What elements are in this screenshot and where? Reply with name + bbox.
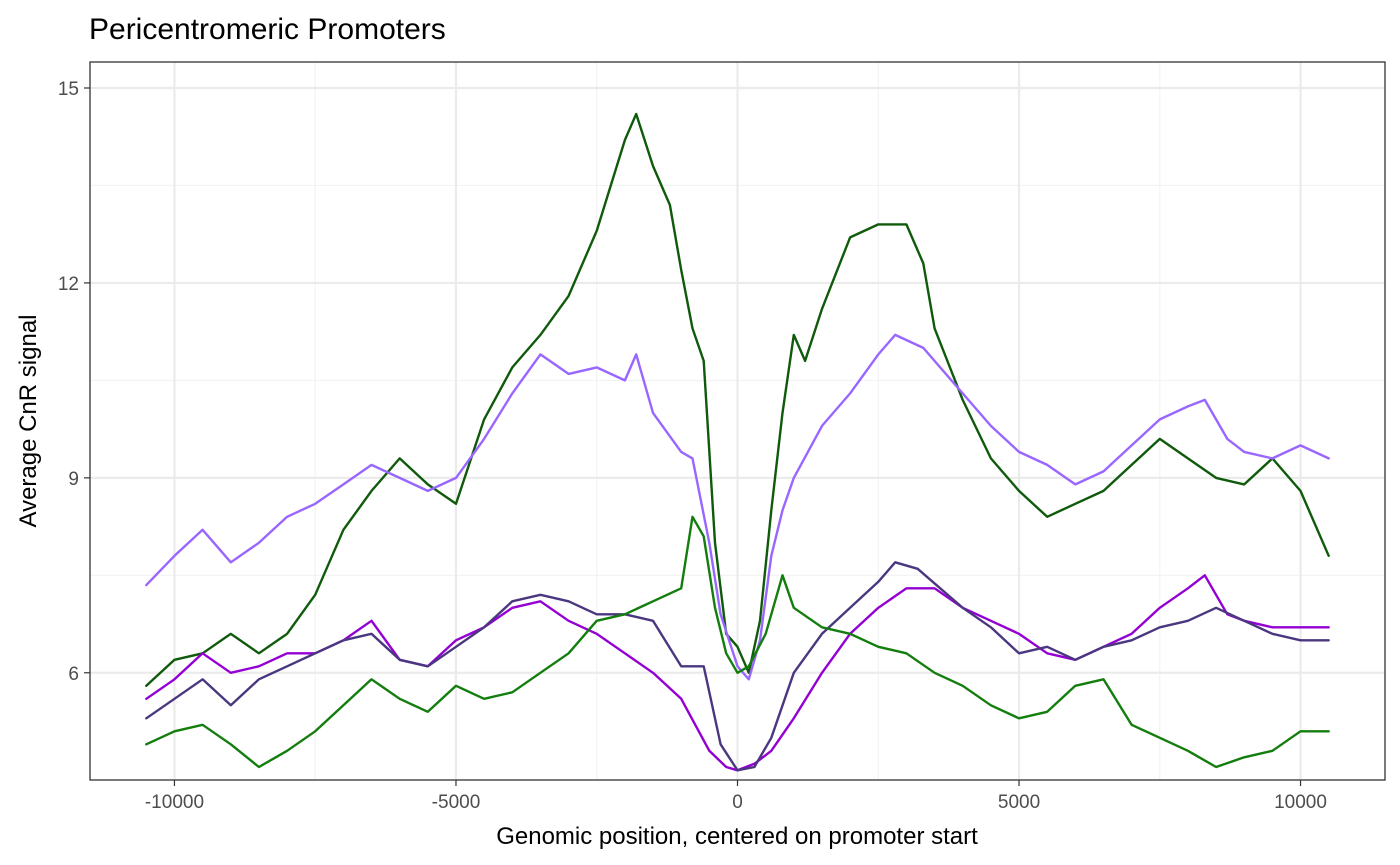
y-axis-title: Average CnR signal <box>15 314 42 527</box>
y-tick-label: 15 <box>58 79 79 100</box>
x-tick-label: -5000 <box>432 792 481 813</box>
y-tick-label: 12 <box>58 274 79 295</box>
gridlines <box>90 62 1385 780</box>
x-axis: -10000 -5000 0 5000 10000 <box>145 780 1327 813</box>
y-tick-label: 6 <box>68 664 79 685</box>
series-line-2 <box>145 333 1330 681</box>
series-line-3 <box>145 574 1330 772</box>
x-tick-label: 5000 <box>998 792 1040 813</box>
chart-title: Pericentromeric Promoters <box>89 13 446 46</box>
x-tick-label: 10000 <box>1274 792 1327 813</box>
series-layer <box>145 112 1330 772</box>
y-tick-label: 9 <box>68 469 79 490</box>
x-axis-title: Genomic position, centered on promoter s… <box>496 823 978 850</box>
series-line-4 <box>145 561 1330 772</box>
series-line-5 <box>145 515 1330 769</box>
x-tick-label: -10000 <box>145 792 204 813</box>
series-line-1 <box>145 112 1330 687</box>
x-tick-label: 0 <box>732 792 743 813</box>
y-axis: 6 9 12 15 <box>58 79 90 685</box>
